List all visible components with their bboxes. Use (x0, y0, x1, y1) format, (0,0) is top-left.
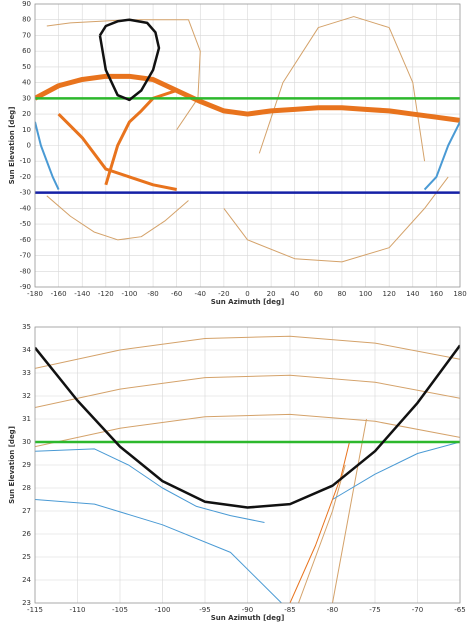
x-tick-label: 120 (382, 290, 395, 298)
x-axis-label: Sun Azimuth [deg] (211, 614, 285, 622)
y-tick-label: -60 (20, 236, 31, 244)
x-tick-label: -115 (27, 606, 43, 614)
chart: -180 -160 -140 -120 -100 -80 -60 -40 -20 0 20 40 60 8… (8, 0, 467, 306)
y-tick-label: -40 (20, 204, 31, 212)
series-line (35, 344, 460, 509)
series-line (332, 441, 460, 500)
series-line (289, 441, 350, 603)
plot-frame (34, 3, 461, 288)
series-line (35, 335, 460, 369)
y-tick-label: 60 (22, 47, 31, 55)
y-tick-label: 31 (22, 415, 31, 423)
x-tick-label: -105 (112, 606, 128, 614)
series-group (35, 335, 460, 603)
y-tick-label: 80 (22, 16, 31, 24)
y-tick-label: 50 (22, 63, 31, 71)
x-tick-label: -60 (171, 290, 182, 298)
plot-frame (34, 326, 461, 604)
y-tick-label: 25 (22, 553, 31, 561)
y-tick-label: -50 (20, 220, 31, 228)
series-line (423, 121, 460, 191)
x-tick-label: 60 (314, 290, 323, 298)
y-tick-label: 70 (22, 31, 31, 39)
x-tick-label: -120 (98, 290, 114, 298)
x-tick-label: -65 (454, 606, 465, 614)
x-axis-label: Sun Azimuth [deg] (211, 298, 285, 306)
y-tick-label: -20 (20, 173, 31, 181)
y-tick-label: -90 (20, 283, 31, 291)
series-line (35, 374, 460, 408)
x-tick-label: -180 (27, 290, 43, 298)
y-tick-label: 33 (22, 369, 31, 377)
series-line (35, 499, 282, 603)
x-tick-label: -85 (284, 606, 295, 614)
series-line (35, 448, 265, 523)
y-tick-label: 30 (22, 438, 31, 446)
y-tick-label: 90 (22, 0, 31, 8)
x-tick-label: -75 (369, 606, 380, 614)
y-tick-label: 35 (22, 323, 31, 331)
x-tick-label: 40 (290, 290, 299, 298)
x-tick-label: -40 (195, 290, 206, 298)
y-tick-label: 20 (22, 110, 31, 118)
y-tick-label: 30 (22, 94, 31, 102)
y-tick-label: 29 (22, 461, 31, 469)
x-tick-label: 140 (406, 290, 419, 298)
y-tick-label: 28 (22, 484, 31, 492)
y-tick-label: 26 (22, 530, 31, 538)
y-tick-label: 0 (27, 142, 31, 150)
x-tick-label: -20 (218, 290, 229, 298)
y-tick-label: 23 (22, 599, 31, 607)
x-tick-label: -160 (51, 290, 67, 298)
y-axis-label: Sun Elevation [deg] (8, 107, 16, 185)
series-line (332, 418, 367, 603)
x-tick-label: 80 (337, 290, 346, 298)
y-tick-label: 10 (22, 126, 31, 134)
x-tick-label: -100 (121, 290, 137, 298)
x-tick-label: -100 (155, 606, 171, 614)
x-tick-label: 160 (430, 290, 443, 298)
series-line (258, 16, 426, 162)
x-tick-label: 20 (267, 290, 276, 298)
series-line (46, 195, 189, 241)
x-tick-label: 0 (245, 290, 249, 298)
x-tick-label: -80 (327, 606, 338, 614)
x-tick-label: -95 (199, 606, 210, 614)
series-line (35, 121, 60, 190)
x-tick-label: -140 (74, 290, 90, 298)
series-line (57, 112, 177, 191)
x-tick-label: 180 (453, 290, 466, 298)
y-tick-label: -70 (20, 252, 31, 260)
y-tick-label: 32 (22, 392, 31, 400)
x-tick-label: -70 (412, 606, 423, 614)
series-line (104, 89, 178, 186)
series-line (223, 176, 449, 263)
y-tick-label: -30 (20, 189, 31, 197)
y-axis-label: Sun Elevation [deg] (8, 426, 16, 504)
x-tick-label: 100 (359, 290, 372, 298)
y-tick-label: -80 (20, 267, 31, 275)
x-tick-label: -80 (147, 290, 158, 298)
series-line (298, 464, 346, 603)
x-tick-label: -90 (242, 606, 253, 614)
x-tick-label: -110 (70, 606, 86, 614)
y-tick-label: 40 (22, 79, 31, 87)
series-group (35, 16, 460, 263)
chart: -115 -110 -105 -100 -95 -90 -85 -80 -75 -70 -65 23 2… (8, 323, 466, 622)
y-tick-label: 24 (22, 576, 31, 584)
y-tick-label: 34 (22, 346, 31, 354)
series-line (98, 18, 161, 102)
y-tick-label: -10 (20, 157, 31, 165)
series-line (35, 73, 460, 123)
y-tick-label: 27 (22, 507, 31, 515)
